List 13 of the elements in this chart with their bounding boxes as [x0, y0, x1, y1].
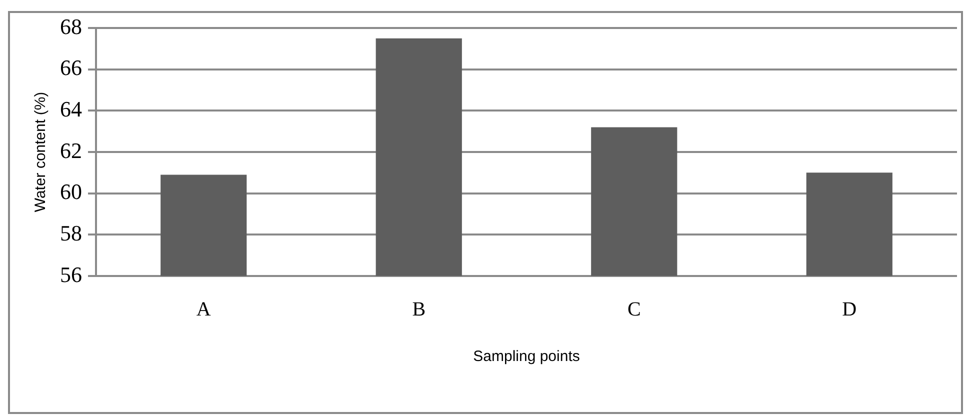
x-tick-label: B [412, 298, 426, 320]
y-tick-label: 60 [60, 179, 82, 204]
x-tick-label: C [627, 298, 641, 320]
y-tick-label: 68 [60, 14, 82, 39]
y-axis-title: Water content (%) [32, 92, 50, 212]
x-tick-label: D [842, 298, 857, 320]
y-tick-label: 62 [60, 138, 82, 163]
x-axis-title: Sampling points [473, 348, 580, 366]
y-tick-label: 66 [60, 55, 82, 80]
y-tick-label: 58 [60, 220, 82, 246]
y-tick-label: 64 [60, 96, 82, 122]
x-tick-label: A [196, 298, 212, 320]
y-tick-label: 56 [60, 262, 82, 287]
